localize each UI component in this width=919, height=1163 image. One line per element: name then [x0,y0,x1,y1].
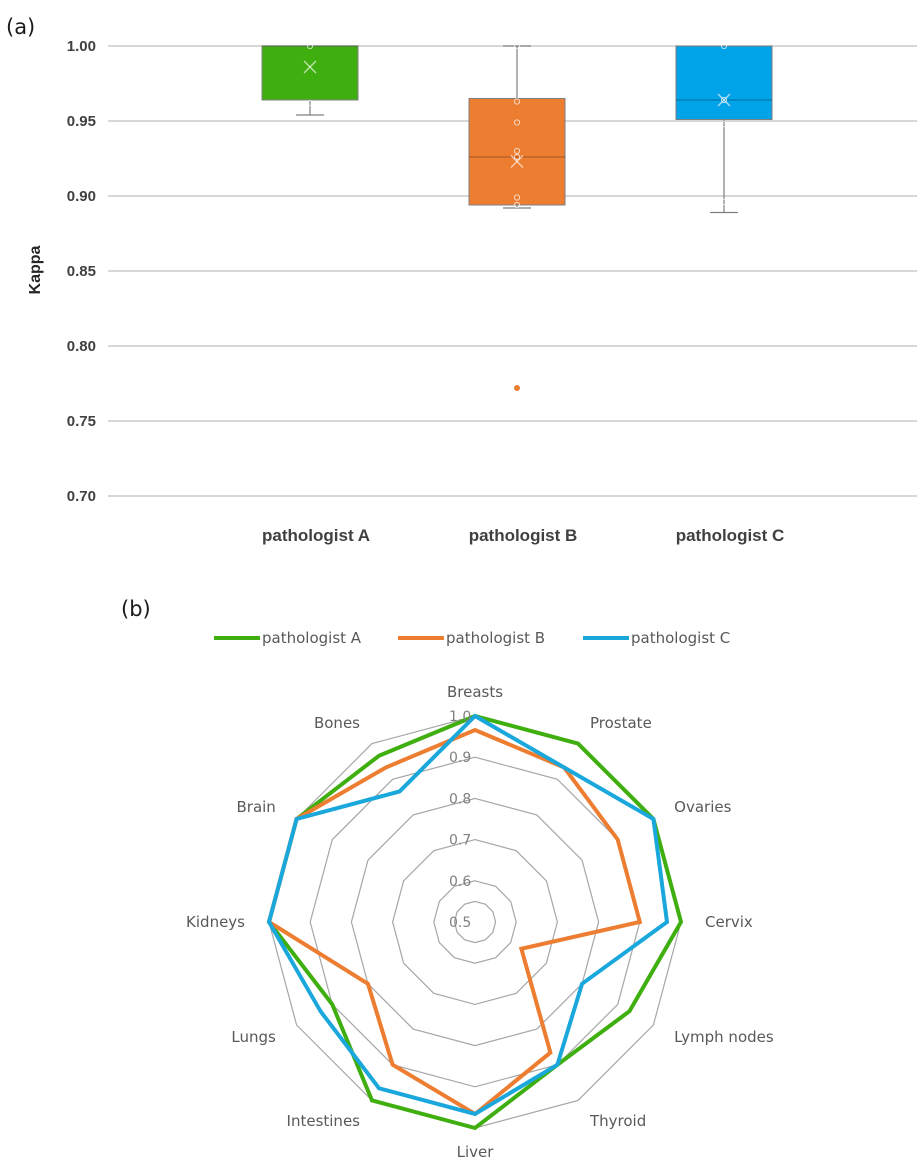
radar-ring [433,880,517,964]
data-point [513,153,521,161]
legend-label: pathologist B [446,629,545,647]
data-point [306,42,314,50]
radar-axis-label: Lymph nodes [674,1028,774,1046]
legend-label: pathologist A [262,629,362,647]
data-point [513,147,521,155]
radar-r-tick-label: 0.5 [449,915,471,931]
y-tick-label: 0.75 [67,413,96,430]
mean-marker [303,60,317,74]
x-category-label: pathologist C [676,526,785,545]
radar-axis-label: Liver [457,1143,495,1161]
boxplot-y-tick-labels: 0.70 0.75 0.80 0.85 0.90 0.95 1.00 [67,38,96,505]
box-body [468,98,566,206]
radar-ring [268,715,682,1129]
radar-r-tick-label: 0.7 [449,833,471,849]
y-tick-label: 0.95 [67,113,96,130]
panel-a-label: (a) [6,15,35,39]
radar-r-tick-label: 1.0 [449,709,471,725]
outlier-point [514,385,520,391]
panel-b-label: (b) [121,597,151,621]
data-point [720,96,728,104]
radar-series [266,713,684,1131]
radar-ring [453,900,497,944]
radar-ring [309,756,641,1088]
radar-grid [268,715,682,1129]
radar-ring [350,797,600,1047]
radar-r-tick-label: 0.9 [449,750,471,766]
data-point [513,98,521,105]
radar-axis-label: Ovaries [674,798,731,816]
boxplot-marks [261,42,773,391]
radar-r-tick-labels: 0.5 0.6 0.7 0.8 0.9 1.0 [449,709,471,931]
mean-marker [510,155,524,168]
radar-series-line [266,713,670,1117]
radar-axis-labels: Breasts Prostate Ovaries Cervix Lymph nodes T… [186,683,774,1161]
radar-series-line [266,713,684,1131]
radar-axis-label: Bones [314,714,360,732]
radar-axis-label: Lungs [231,1028,276,1046]
data-point [306,99,314,107]
data-point [720,198,728,206]
data-point [513,194,521,201]
radar-axis-label: Brain [236,798,275,816]
x-category-label: pathologist A [262,526,370,545]
radar-r-tick-label: 0.8 [449,791,471,807]
data-point [720,120,728,128]
radar-axis-label: Cervix [705,913,753,931]
data-point [513,42,521,50]
mean-marker [717,93,731,107]
radar-ring [391,838,559,1006]
radar-axis-label: Kidneys [186,913,245,931]
legend-label: pathologist C [631,629,730,647]
data-point [720,42,728,50]
y-axis-label: Kappa [27,245,44,294]
radar-axis-label: Thyroid [589,1112,646,1130]
box-3 [675,42,773,214]
radar-axis-label: Breasts [447,683,503,701]
x-category-label: pathologist B [469,526,578,545]
radar-axis-label: Prostate [590,714,652,732]
y-tick-label: 0.85 [67,263,96,280]
data-point [513,201,521,209]
boxplot-category-labels: pathologist A pathologist B pathologist C [262,526,784,545]
radar-r-tick-label: 0.6 [449,874,471,890]
y-tick-label: 1.00 [67,38,96,55]
box-1 [261,42,359,116]
data-point [513,119,521,126]
radar-legend: pathologist A pathologist B pathologist C [214,629,730,647]
radar-axis-label: Intestines [287,1112,361,1130]
y-tick-label: 0.80 [67,338,96,355]
box-2 [468,42,566,391]
box-body [261,45,359,101]
y-tick-label: 0.90 [67,188,96,205]
y-tick-label: 0.70 [67,488,96,505]
box-body [675,45,773,120]
